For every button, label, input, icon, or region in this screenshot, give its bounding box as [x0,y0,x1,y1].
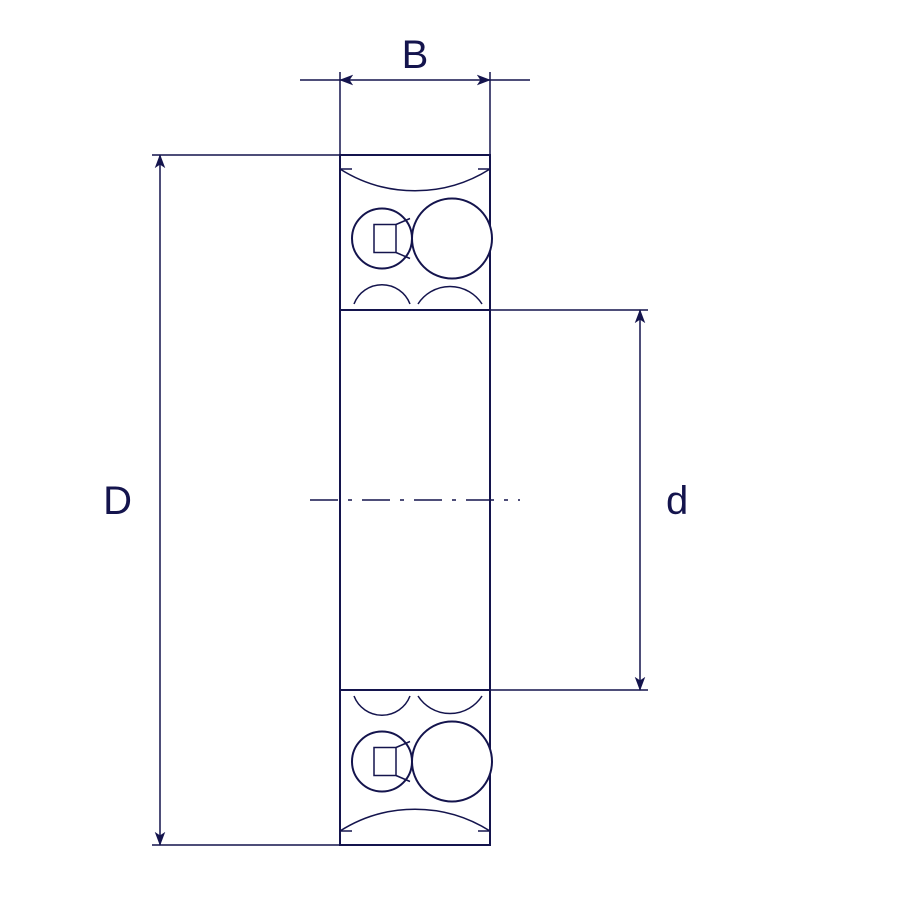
ball [412,722,492,802]
cage [374,748,396,776]
dimension-label-B: B [402,33,429,77]
dimension-label-d: d [666,479,688,523]
bearing-cross-section-diagram: B Dd [0,0,900,900]
cage [374,225,396,253]
dimension-label-D: D [103,479,132,523]
ball [412,199,492,279]
